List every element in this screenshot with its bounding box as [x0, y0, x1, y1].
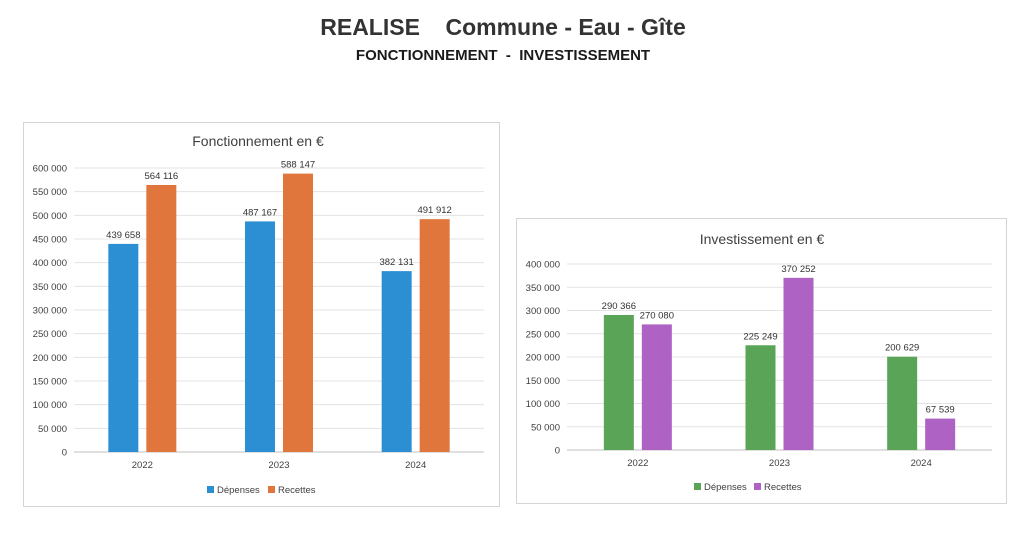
y-tick-label: 0: [555, 446, 560, 457]
data-label: 200 629: [885, 343, 919, 354]
bar-depenses: [603, 314, 634, 450]
y-tick-label: 150 000: [526, 376, 560, 387]
y-tick-label: 400 000: [526, 260, 560, 271]
y-tick-label: 600 000: [33, 164, 67, 175]
y-tick-label: 300 000: [526, 306, 560, 317]
x-tick-label: 2024: [911, 458, 932, 469]
bar-recettes: [283, 173, 313, 452]
bar-recettes: [925, 418, 956, 450]
data-label: 588 147: [281, 160, 315, 171]
chart-fonctionnement-svg: Fonctionnement en € 0 50 000 100 000 150 000…: [33, 133, 484, 496]
legend-entry: Recettes: [278, 485, 316, 496]
page-subtitle: FONCTIONNEMENT - INVESTISSEMENT: [355, 47, 651, 64]
y-tick-label: 250 000: [33, 329, 67, 340]
legend-swatch: [694, 483, 701, 490]
y-tick-label: 200 000: [33, 353, 67, 364]
x-tick-label: 2022: [627, 458, 648, 469]
bar-depenses: [887, 356, 918, 450]
legend-swatch: [207, 486, 214, 493]
chart-fonctionnement: Fonctionnement en € 0 50 000 100 000 150 000…: [23, 122, 500, 507]
bar-recettes: [146, 184, 177, 452]
x-tick-label: 2023: [769, 458, 790, 469]
chart-title: Investissement en €: [700, 231, 825, 247]
chart-investissement-svg: Investissement en € 0 50 000 100 000 150 000…: [526, 231, 992, 493]
data-label: 67 539: [926, 405, 955, 416]
page-header: REALISE Commune - Eau - Gîte FONCTIONNEM…: [0, 0, 1024, 80]
data-label: 225 249: [743, 331, 777, 342]
data-label: 290 366: [602, 301, 636, 312]
x-tick-label: 2024: [405, 460, 426, 471]
y-tick-label: 350 000: [526, 283, 560, 294]
legend-entry: Dépenses: [217, 485, 260, 496]
legend-entry: Recettes: [764, 482, 802, 493]
data-label: 487 167: [243, 207, 277, 218]
chart-investissement: Investissement en € 0 50 000 100 000 150 000…: [516, 218, 1007, 504]
y-tick-label: 550 000: [33, 187, 67, 198]
bar-recettes: [419, 219, 450, 452]
bar-depenses: [745, 345, 776, 450]
bar-recettes: [641, 324, 672, 450]
data-label: 370 252: [781, 264, 815, 275]
data-label: 439 658: [106, 230, 140, 241]
y-tick-label: 500 000: [33, 211, 67, 222]
x-tick-label: 2023: [268, 460, 289, 471]
data-label: 491 912: [417, 205, 451, 216]
y-tick-label: 50 000: [38, 424, 67, 435]
x-tick-label: 2022: [132, 460, 153, 471]
y-tick-label: 450 000: [33, 235, 67, 246]
y-tick-label: 100 000: [526, 399, 560, 410]
bar-depenses: [245, 221, 275, 452]
y-tick-label: 350 000: [33, 282, 67, 293]
y-tick-label: 0: [62, 448, 67, 459]
y-tick-label: 250 000: [526, 329, 560, 340]
legend-swatch: [268, 486, 275, 493]
legend-entry: Dépenses: [704, 482, 747, 493]
y-tick-label: 100 000: [33, 400, 67, 411]
chart-title: Fonctionnement en €: [192, 133, 324, 149]
bar-recettes: [783, 277, 814, 450]
data-label: 270 080: [640, 310, 674, 321]
page-title: REALISE Commune - Eau - Gîte: [320, 14, 686, 40]
data-label: 382 131: [379, 257, 413, 268]
legend-swatch: [754, 483, 761, 490]
bar-depenses: [108, 243, 139, 452]
y-tick-label: 50 000: [531, 422, 560, 433]
y-tick-label: 150 000: [33, 377, 67, 388]
bar-depenses: [381, 271, 412, 452]
y-tick-label: 200 000: [526, 353, 560, 364]
y-tick-label: 300 000: [33, 306, 67, 317]
y-tick-label: 400 000: [33, 258, 67, 269]
data-label: 564 116: [145, 171, 179, 182]
